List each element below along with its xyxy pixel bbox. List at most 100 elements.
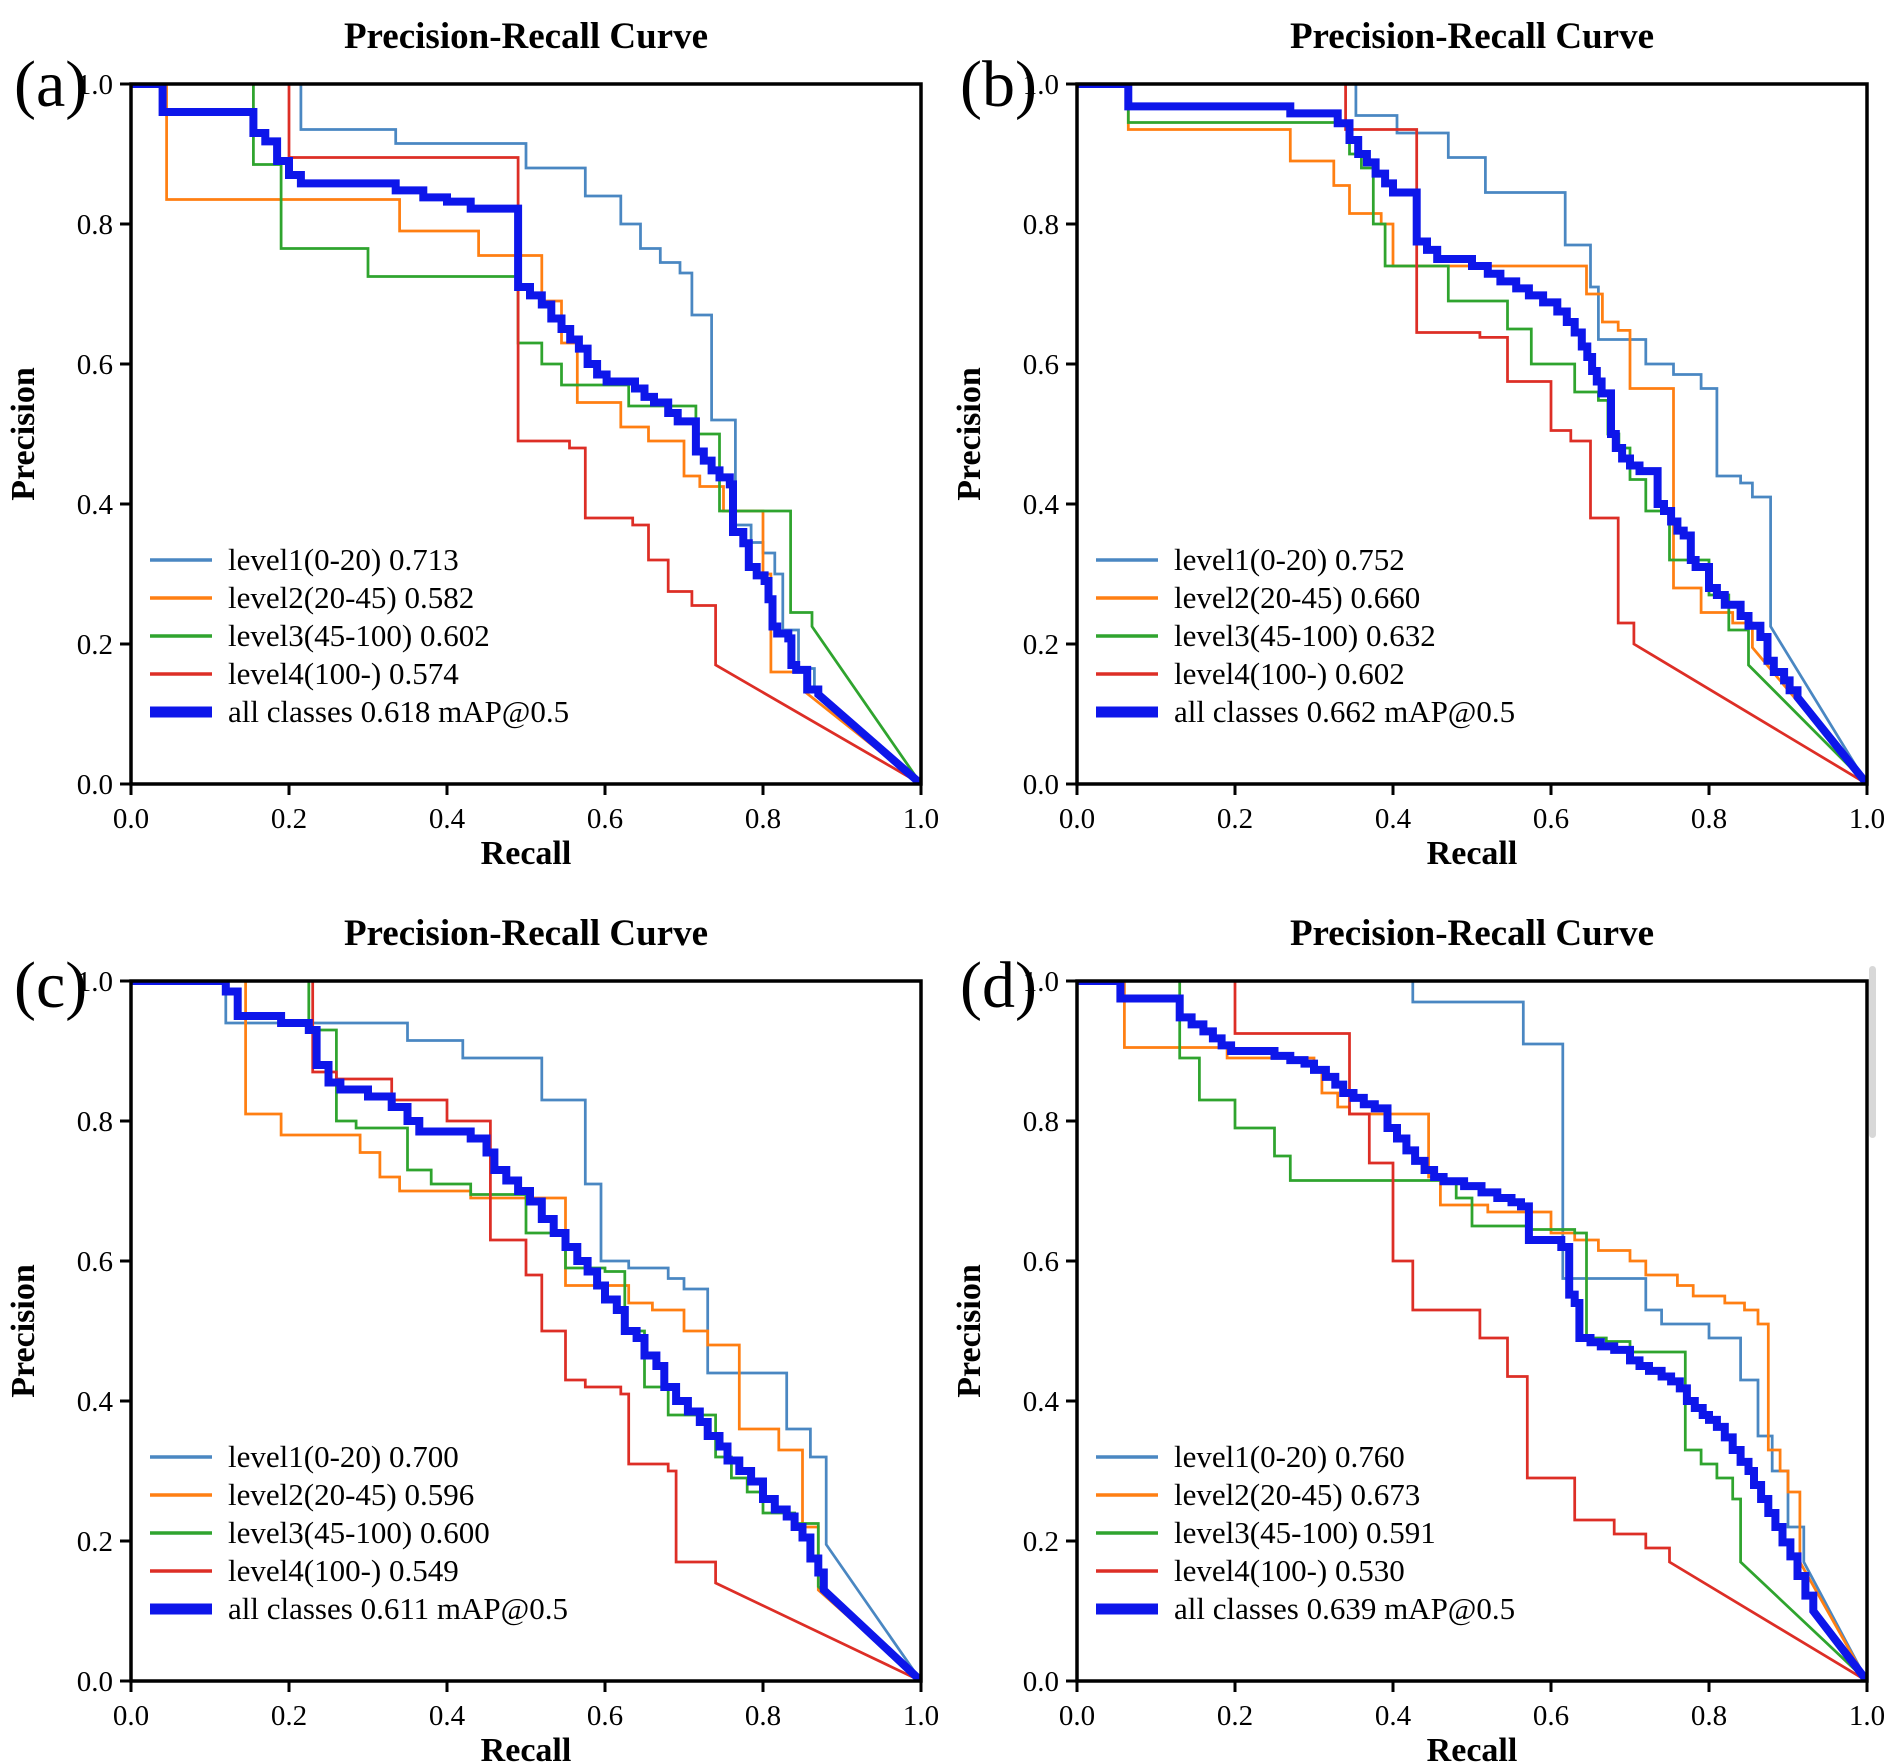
x-axis-label: Recall xyxy=(1427,835,1518,872)
y-tick-label: 0.4 xyxy=(1023,1386,1060,1418)
y-tick-label: 1.0 xyxy=(1023,69,1059,101)
pr-curve-chart-c: Precision-Recall Curve 0.0 0.2 0.4 0.6 0.8 1.0… xyxy=(5,913,939,1762)
x-tick-label: 0.8 xyxy=(745,803,781,835)
legend-label: level4(100-) 0.602 xyxy=(1174,656,1405,691)
curve-level4-100 xyxy=(1344,84,1867,784)
legend-label: level3(45-100) 0.591 xyxy=(1174,1515,1436,1550)
curve-level1-0-20 xyxy=(224,981,921,1681)
y-axis-label: Precision xyxy=(951,1264,988,1398)
panel-d: (d) Precision-Recall Curve 0.0 0.2 0.4 0.6 0.… xyxy=(946,881,1892,1762)
x-tick-label: 0.6 xyxy=(587,1700,623,1732)
x-tick-label: 0.2 xyxy=(1217,803,1253,835)
x-axis-label: Recall xyxy=(481,1732,572,1762)
x-tick-label: 0.0 xyxy=(1059,803,1095,835)
y-axis-label: Precision xyxy=(5,1264,42,1398)
y-tick-label: 0.0 xyxy=(1023,769,1059,801)
legend-label: level3(45-100) 0.632 xyxy=(1174,618,1436,653)
y-tick-label: 0.8 xyxy=(77,1106,113,1138)
plot-frame xyxy=(129,82,923,786)
plot-frame xyxy=(1075,82,1869,786)
x-axis-label: Recall xyxy=(481,835,572,872)
panel-label-a: (a) xyxy=(14,48,88,121)
y-tick-label: 1.0 xyxy=(77,69,113,101)
curves-group xyxy=(1077,84,1867,784)
x-tick-label: 0.6 xyxy=(1533,803,1569,835)
legend-label: level1(0-20) 0.760 xyxy=(1174,1439,1405,1474)
panel-b: (b) Precision-Recall Curve 0.0 0.2 0.4 0.6 0.… xyxy=(946,0,1892,881)
pr-curve-chart-b: Precision-Recall Curve 0.0 0.2 0.4 0.6 0.8 1.0… xyxy=(951,16,1885,872)
y-axis-label: Precision xyxy=(951,367,988,501)
curve-all-classes xyxy=(131,84,921,784)
legend-label: level2(20-45) 0.596 xyxy=(228,1477,474,1512)
y-tick-label: 0.6 xyxy=(1023,349,1059,381)
legend-label: all classes 0.639 mAP@0.5 xyxy=(1174,1591,1515,1626)
curve-level2-20-45 xyxy=(1123,981,1867,1681)
y-tick-label: 0.2 xyxy=(77,1526,113,1558)
x-tick-label: 0.2 xyxy=(271,803,307,835)
y-tick-label: 0.8 xyxy=(1023,1106,1059,1138)
scrollbar-thumb[interactable] xyxy=(1869,966,1876,1138)
legend-label: level1(0-20) 0.713 xyxy=(228,542,459,577)
legend-label: level2(20-45) 0.660 xyxy=(1174,580,1420,615)
panel-label-d: (d) xyxy=(960,949,1037,1022)
legend-label: level1(0-20) 0.700 xyxy=(228,1439,459,1474)
x-tick-label: 0.8 xyxy=(745,1700,781,1732)
curve-all-classes xyxy=(131,981,921,1681)
curve-level2-20-45 xyxy=(244,981,921,1681)
y-tick-label: 0.2 xyxy=(77,629,113,661)
curve-all-classes xyxy=(1077,981,1867,1681)
chart-title: Precision-Recall Curve xyxy=(344,16,708,57)
panel-c: (c) Precision-Recall Curve 0.0 0.2 0.4 0.6 0.… xyxy=(0,881,946,1762)
y-tick-label: 0.0 xyxy=(77,769,113,801)
curve-level4-100 xyxy=(1233,981,1867,1681)
panel-label-b: (b) xyxy=(960,48,1037,121)
y-tick-label: 0.6 xyxy=(1023,1246,1059,1278)
curves-group xyxy=(131,981,921,1681)
chart-title: Precision-Recall Curve xyxy=(1290,913,1654,954)
curve-level1-0-20 xyxy=(1354,84,1867,784)
y-tick-label: 0.8 xyxy=(77,209,113,241)
curve-level4-100 xyxy=(287,84,921,784)
x-tick-label: 0.4 xyxy=(429,1700,466,1732)
y-tick-label: 0.6 xyxy=(77,1246,113,1278)
y-tick-label: 0.2 xyxy=(1023,629,1059,661)
legend-label: all classes 0.662 mAP@0.5 xyxy=(1174,694,1515,729)
x-tick-label: 0.8 xyxy=(1691,803,1727,835)
curves-group xyxy=(131,84,921,784)
curve-level3-45-100 xyxy=(1178,981,1867,1681)
y-tick-label: 0.6 xyxy=(77,349,113,381)
panel-label-c: (c) xyxy=(14,949,88,1022)
curve-level1-0-20 xyxy=(299,84,921,784)
chart-title: Precision-Recall Curve xyxy=(344,913,708,954)
plot-frame xyxy=(129,979,923,1683)
x-tick-label: 0.4 xyxy=(1375,1700,1412,1732)
y-tick-label: 1.0 xyxy=(1023,966,1059,998)
plot-frame xyxy=(1075,979,1869,1683)
pr-curve-chart-a: Precision-Recall Curve 0.0 0.2 0.4 0.6 0.8 1.0… xyxy=(5,16,939,872)
x-tick-label: 0.0 xyxy=(113,1700,149,1732)
x-tick-label: 0.2 xyxy=(271,1700,307,1732)
y-tick-label: 0.8 xyxy=(1023,209,1059,241)
legend-label: all classes 0.611 mAP@0.5 xyxy=(228,1591,568,1626)
curve-all-classes xyxy=(1077,84,1867,784)
y-tick-label: 1.0 xyxy=(77,966,113,998)
x-axis-label: Recall xyxy=(1427,1732,1518,1762)
panel-a: (a) Precision-Recall Curve 0.0 0.2 0.4 0.6 0.… xyxy=(0,0,946,881)
legend-label: level2(20-45) 0.582 xyxy=(228,580,474,615)
x-tick-label: 1.0 xyxy=(903,803,939,835)
legend-label: level4(100-) 0.549 xyxy=(228,1553,459,1588)
legend-label: level1(0-20) 0.752 xyxy=(1174,542,1405,577)
x-tick-label: 0.4 xyxy=(429,803,466,835)
legend-label: level4(100-) 0.530 xyxy=(1174,1553,1405,1588)
legend-label: all classes 0.618 mAP@0.5 xyxy=(228,694,569,729)
x-tick-label: 0.0 xyxy=(1059,1700,1095,1732)
x-tick-label: 0.0 xyxy=(113,803,149,835)
x-tick-label: 1.0 xyxy=(1849,803,1885,835)
x-tick-label: 0.4 xyxy=(1375,803,1412,835)
y-axis-label: Precision xyxy=(5,367,42,501)
x-tick-label: 0.2 xyxy=(1217,1700,1253,1732)
legend-label: level3(45-100) 0.600 xyxy=(228,1515,490,1550)
x-tick-label: 0.6 xyxy=(1533,1700,1569,1732)
y-tick-label: 0.0 xyxy=(1023,1666,1059,1698)
